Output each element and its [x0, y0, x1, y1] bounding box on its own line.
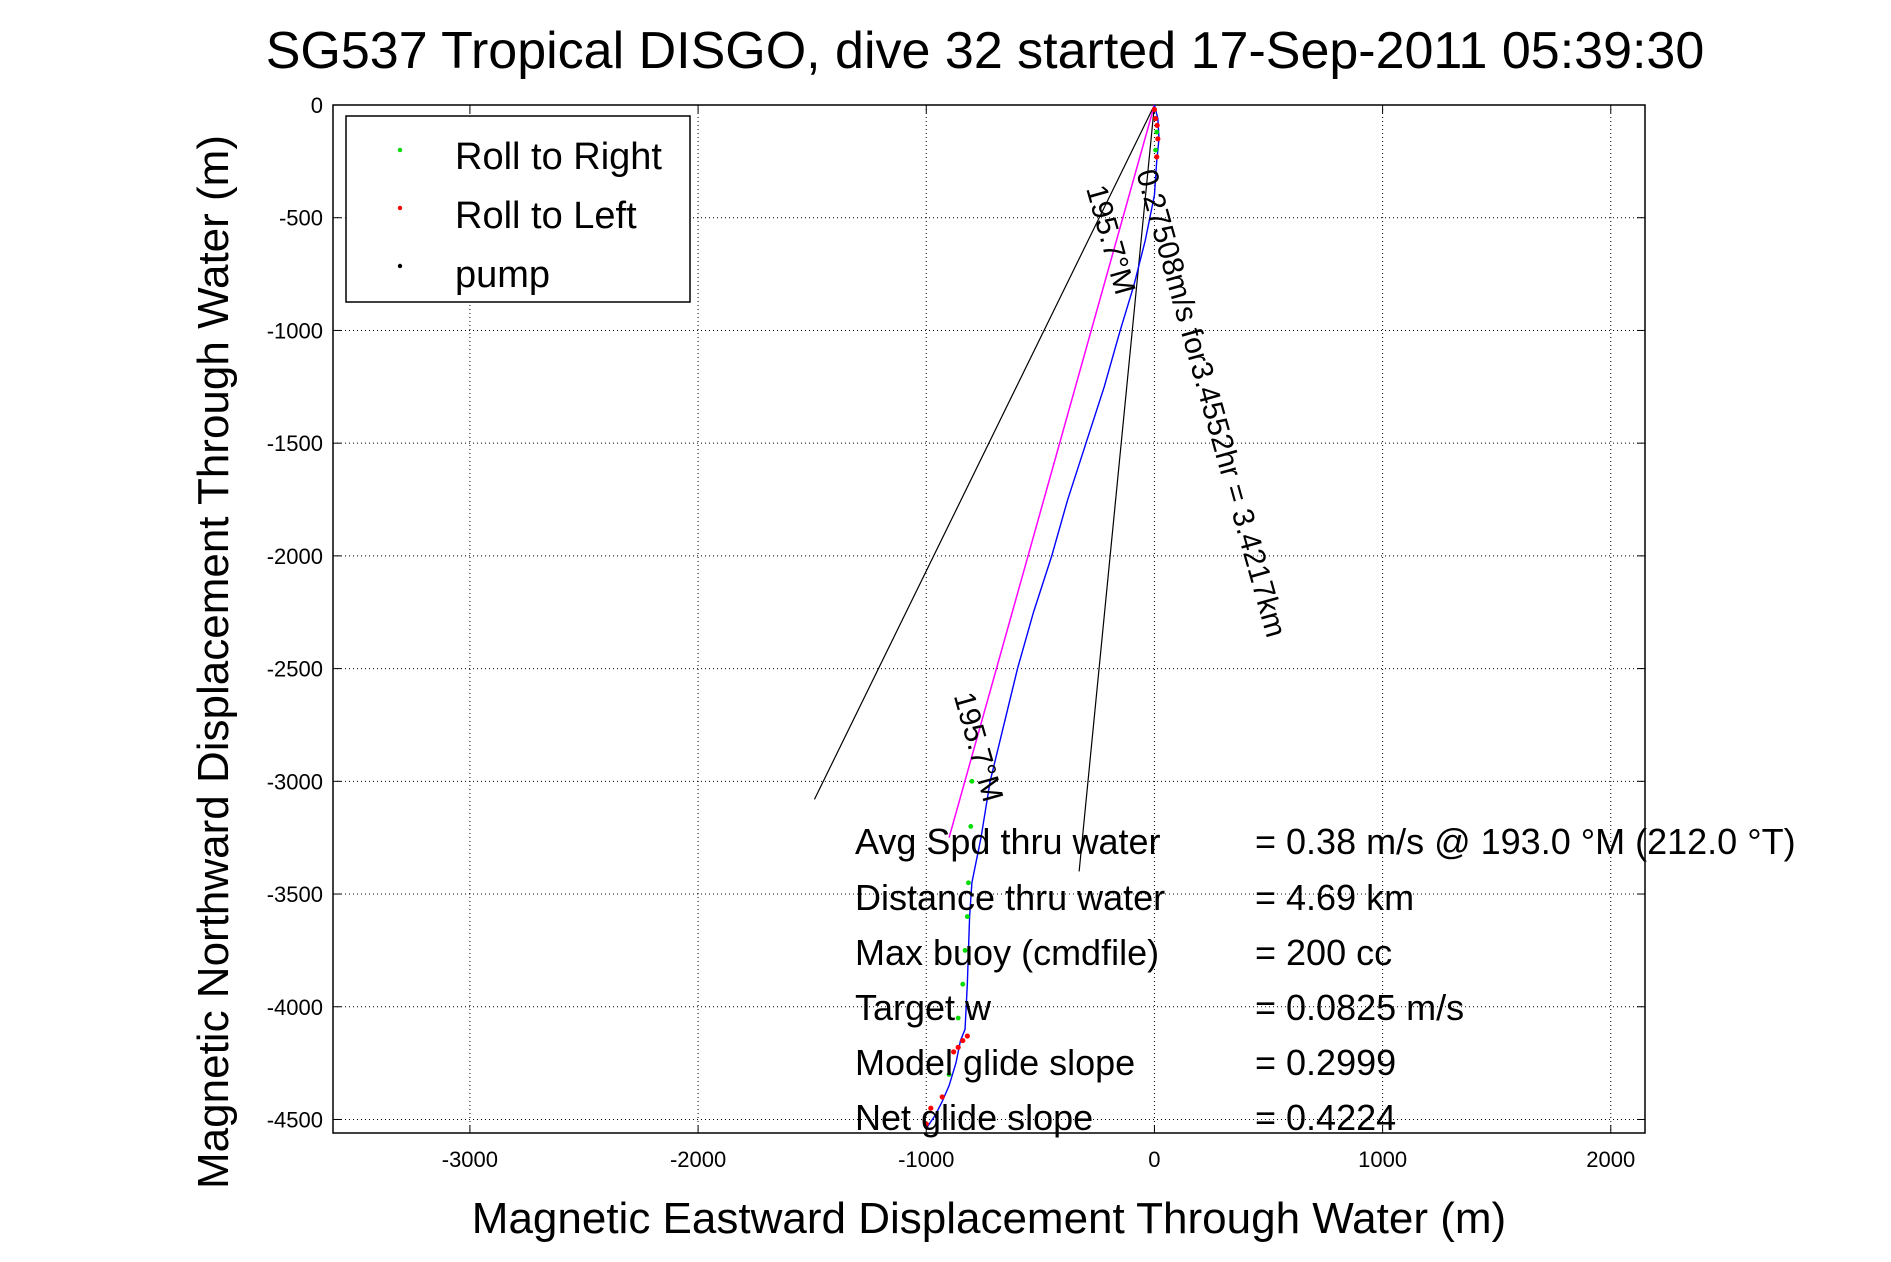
roll-left-point: [1151, 106, 1158, 113]
roll-left-point: [939, 1094, 945, 1100]
x-tick-label: -3000: [442, 1147, 498, 1172]
roll-left-point: [960, 1037, 966, 1044]
y-axis-label: Magnetic Northward Displacement Through …: [189, 135, 238, 1189]
stat-value-target-w: = 0.0825 m/s: [1255, 987, 1464, 1028]
legend-label-pump: pump: [455, 254, 550, 296]
roll-left-point: [964, 1033, 970, 1039]
stat-label-avg-speed: Avg Spd thru water: [855, 821, 1161, 862]
stat-label-target-w: Target w: [855, 987, 992, 1028]
cone-line: [1078, 104, 1156, 872]
y-tick-label: -1500: [267, 431, 323, 456]
roll-left-point: [951, 1049, 957, 1055]
legend-marker-roll-left: [397, 205, 403, 211]
roll-left-point: [928, 1105, 934, 1111]
stat-value-net-glide: = 0.4224: [1255, 1097, 1396, 1138]
y-tick-label: -2000: [267, 544, 323, 569]
stat-value-max-buoy: = 200 cc: [1255, 932, 1392, 973]
roll-right-point: [969, 778, 975, 784]
roll-left-point: [1155, 136, 1161, 142]
y-tick-label: -4500: [267, 1107, 323, 1132]
y-tick-label: -3500: [267, 882, 323, 907]
y-tick-label: 0: [311, 93, 323, 118]
roll-left-point: [1154, 154, 1160, 160]
stat-label-max-buoy: Max buoy (cmdfile): [855, 932, 1159, 973]
y-tick-label: -2500: [267, 657, 323, 682]
cone-line: [813, 104, 1155, 800]
x-tick-label: 0: [1148, 1147, 1160, 1172]
series-layer: [813, 104, 1161, 1129]
roll-left-point: [1154, 122, 1160, 128]
roll-left-point: [923, 1121, 929, 1127]
legend-label-roll-left: Roll to Left: [455, 195, 637, 237]
x-tick-label: 1000: [1358, 1147, 1407, 1172]
y-tick-label: -4000: [267, 995, 323, 1020]
stat-value-avg-speed: = 0.38 m/s @ 193.0 °M (212.0 °T): [1255, 821, 1796, 862]
x-tick-label: -1000: [898, 1147, 954, 1172]
roll-right-point: [962, 947, 968, 953]
roll-left-point: [955, 1044, 961, 1050]
x-tick-label: -2000: [670, 1147, 726, 1172]
y-tick-label: -1000: [267, 318, 323, 343]
roll-right-point: [1153, 147, 1158, 153]
legend-marker-roll-right: [397, 147, 403, 153]
roll-right-point: [946, 1071, 952, 1077]
legend: Roll to Right Roll to Left pump: [345, 115, 691, 303]
y-tick-label: -3000: [267, 769, 323, 794]
roll-right-point: [968, 824, 974, 829]
y-tick-label: -500: [279, 206, 323, 231]
stat-label-model-glide: Model glide slope: [855, 1042, 1135, 1083]
axis-ticks: -3000 -2000 -1000 0 1000 2000 0 -500 -1000 -1500 -…: [267, 93, 1645, 1172]
roll-right-point: [955, 1015, 961, 1021]
roll-left-point: [1152, 115, 1159, 122]
x-axis-label: Magnetic Eastward Displacement Through W…: [472, 1194, 1506, 1243]
roll-right-point: [1154, 129, 1160, 135]
model-heading-line: [948, 104, 1156, 838]
stat-label-net-glide: Net glide slope: [855, 1097, 1093, 1138]
roll-right-point: [960, 981, 966, 987]
roll-right-point: [964, 914, 970, 919]
chart-title: SG537 Tropical DISGO, dive 32 started 17…: [266, 22, 1705, 80]
stat-value-distance: = 4.69 km: [1255, 877, 1414, 918]
x-tick-label: 2000: [1586, 1147, 1635, 1172]
roll-right-point: [966, 880, 971, 886]
stat-label-distance: Distance thru water: [855, 877, 1165, 918]
stats-block: Avg Spd thru water = 0.38 m/s @ 193.0 °M…: [855, 821, 1796, 1138]
legend-label-roll-right: Roll to Right: [455, 136, 662, 178]
legend-marker-pump: [397, 263, 403, 269]
grid: [333, 104, 1645, 1133]
legend-box: [345, 115, 691, 303]
stat-value-model-glide: = 0.2999: [1255, 1042, 1396, 1083]
